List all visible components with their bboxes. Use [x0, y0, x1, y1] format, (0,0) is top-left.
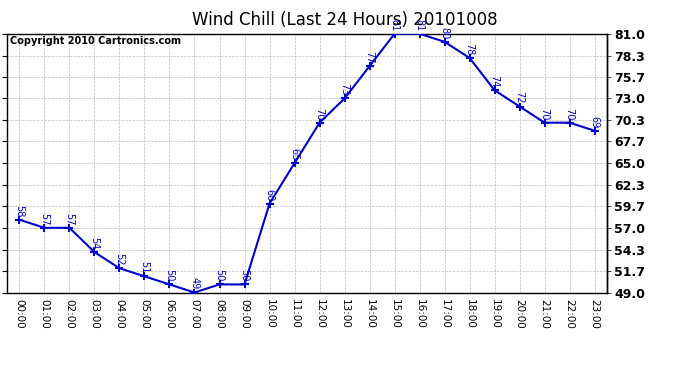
Text: 50: 50 — [215, 269, 224, 282]
Text: Copyright 2010 Cartronics.com: Copyright 2010 Cartronics.com — [10, 36, 181, 46]
Text: 50: 50 — [239, 269, 250, 282]
Text: 57: 57 — [64, 213, 75, 225]
Text: 52: 52 — [115, 253, 124, 266]
Text: 70: 70 — [564, 108, 575, 120]
Text: Wind Chill (Last 24 Hours) 20101008: Wind Chill (Last 24 Hours) 20101008 — [193, 11, 497, 29]
Text: 49: 49 — [190, 278, 199, 290]
Text: 81: 81 — [415, 19, 424, 31]
Text: 50: 50 — [164, 269, 175, 282]
Text: 70: 70 — [540, 108, 550, 120]
Text: 69: 69 — [590, 116, 600, 128]
Text: 72: 72 — [515, 91, 524, 104]
Text: 78: 78 — [464, 43, 475, 55]
Text: 57: 57 — [39, 213, 50, 225]
Text: 65: 65 — [290, 148, 299, 160]
Text: 60: 60 — [264, 189, 275, 201]
Text: 77: 77 — [364, 51, 375, 63]
Text: 51: 51 — [139, 261, 150, 273]
Text: 58: 58 — [14, 205, 24, 217]
Text: 54: 54 — [90, 237, 99, 249]
Text: 70: 70 — [315, 108, 324, 120]
Text: 73: 73 — [339, 83, 350, 96]
Text: 80: 80 — [440, 27, 450, 39]
Text: 74: 74 — [490, 75, 500, 88]
Text: 81: 81 — [390, 19, 400, 31]
